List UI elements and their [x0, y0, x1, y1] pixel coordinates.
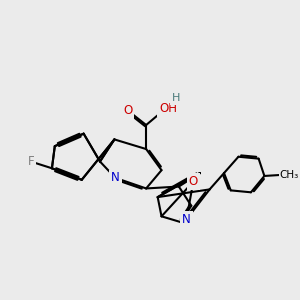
Text: N: N	[182, 213, 191, 226]
Text: F: F	[28, 155, 34, 168]
Text: CH₃: CH₃	[280, 170, 299, 180]
Text: O: O	[123, 104, 133, 117]
Text: O: O	[189, 175, 198, 188]
Text: OH: OH	[159, 102, 177, 115]
Text: H: H	[172, 93, 180, 103]
Text: N: N	[111, 171, 120, 184]
